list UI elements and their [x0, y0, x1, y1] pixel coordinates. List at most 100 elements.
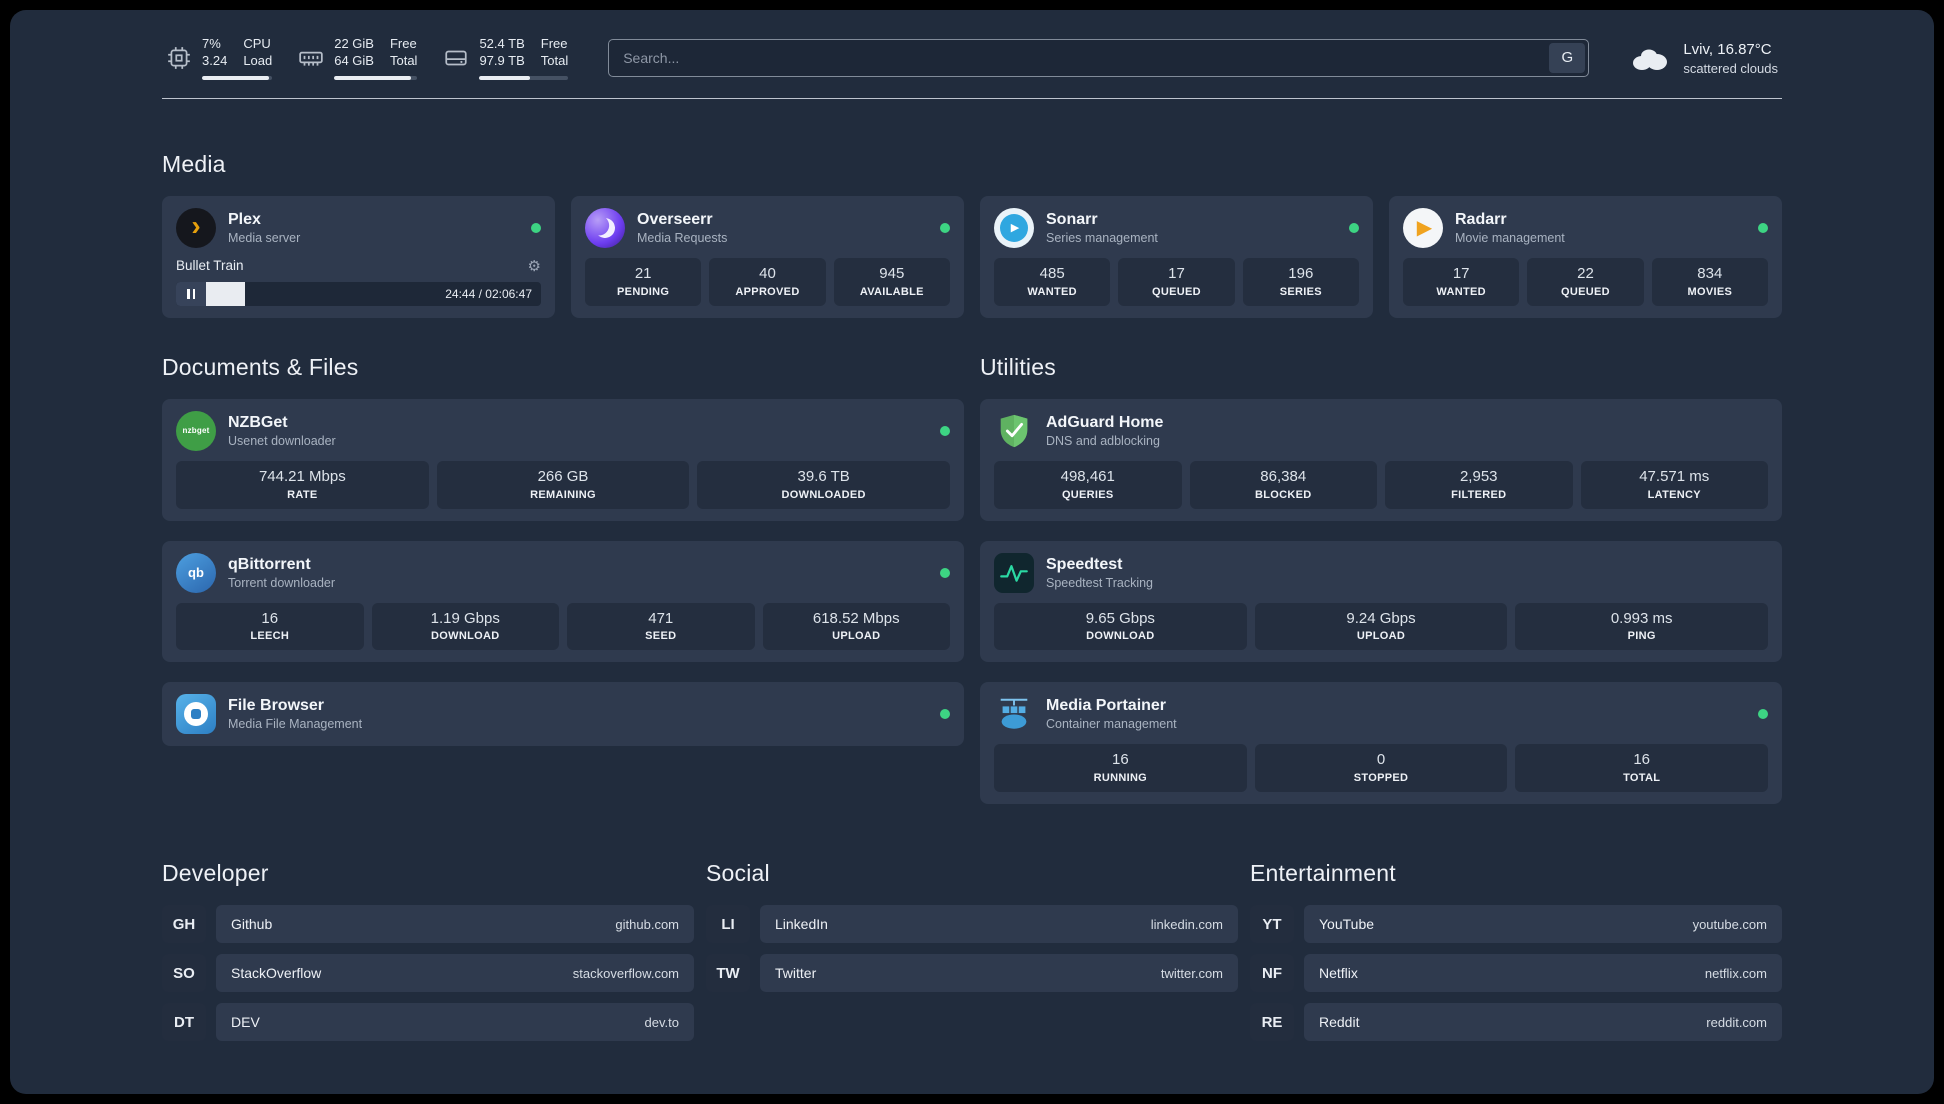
- service-card-filebrowser[interactable]: File Browser Media File Management: [162, 682, 964, 747]
- bookmark-twitter[interactable]: TW Twitter twitter.com: [706, 954, 1238, 993]
- cpu-stat: 7% 3.24 CPU Load: [166, 36, 273, 80]
- bookmark-url: twitter.com: [1160, 965, 1223, 981]
- service-card-adguard[interactable]: AdGuard Home DNS and adblocking 498,461 …: [980, 398, 1782, 521]
- service-card-nzbget[interactable]: nzbget NZBGet Usenet downloader 744.21 M…: [162, 398, 964, 521]
- bookmark-reddit[interactable]: RE Reddit reddit.com: [1250, 1003, 1782, 1042]
- bookmark-linkedin[interactable]: LI LinkedIn linkedin.com: [706, 905, 1238, 944]
- section-title-documents: Documents & Files: [162, 353, 359, 380]
- entertainment-column: Entertainment YT YouTube youtube.com NF …: [1250, 860, 1782, 1052]
- player-progress[interactable]: [206, 281, 437, 306]
- stat-box: 1.19 Gbps DOWNLOAD: [371, 602, 559, 651]
- stat-value: 16: [1111, 751, 1129, 769]
- nzbget-icon: nzbget: [176, 410, 216, 451]
- stat-box: 21 PENDING: [585, 257, 702, 306]
- pause-button[interactable]: [176, 281, 206, 306]
- cpu-progress-bar: [202, 75, 273, 80]
- plex-now-playing: Bullet Train ⚙ 24:44 / 02:06:47: [176, 257, 541, 306]
- filebrowser-icon: [176, 694, 216, 735]
- ram-icon: [299, 51, 323, 66]
- radarr-icon: ▶: [1403, 207, 1443, 248]
- stat-label: WANTED: [1436, 285, 1486, 298]
- status-dot: [531, 222, 541, 233]
- stat-label: UPLOAD: [832, 630, 881, 643]
- stat-value: 22: [1577, 264, 1594, 282]
- service-name: NZBGet: [228, 413, 288, 431]
- disk-stat: 52.4 TB 97.9 TB Free Total: [443, 36, 569, 80]
- service-card-speedtest[interactable]: Speedtest Speedtest Tracking 9.65 Gbps D…: [980, 540, 1782, 663]
- bookmark-url: netflix.com: [1704, 965, 1767, 981]
- portainer-icon: [994, 694, 1034, 734]
- stat-label: BLOCKED: [1255, 488, 1312, 501]
- service-subtitle: Media File Management: [228, 717, 363, 732]
- social-column: Social LI LinkedIn linkedin.com TW Twitt…: [706, 860, 1238, 1052]
- overseerr-icon: [585, 207, 625, 248]
- stat-label: REMAINING: [530, 488, 596, 501]
- stat-box: 17 WANTED: [1403, 257, 1520, 306]
- ram-stat: 22 GiB 64 GiB Free Total: [298, 36, 418, 80]
- service-card-qbittorrent[interactable]: qb qBittorrent Torrent downloader 16 LEE…: [162, 540, 964, 663]
- stat-box: 16 LEECH: [176, 602, 364, 651]
- bookmark-abbr: RE: [1250, 1003, 1294, 1042]
- bookmark-github[interactable]: GH Github github.com: [162, 905, 694, 944]
- service-card-radarr[interactable]: ▶ Radarr Movie management 17 WANTED 22 Q…: [1389, 195, 1782, 318]
- stat-label: UPLOAD: [1356, 630, 1406, 643]
- bookmark-name: StackOverflow: [231, 965, 322, 982]
- stat-box: 39.6 TB DOWNLOADED: [697, 460, 951, 509]
- now-playing-title: Bullet Train: [176, 258, 244, 274]
- player-time: 24:44 / 02:06:47: [445, 286, 532, 301]
- bookmark-abbr: DT: [162, 1003, 206, 1042]
- plex-icon: ›: [176, 207, 216, 248]
- stat-label: LATENCY: [1647, 488, 1701, 501]
- stat-label: DOWNLOADED: [781, 488, 866, 501]
- service-name: Speedtest: [1046, 555, 1123, 573]
- developer-column: Developer GH Github github.com SO StackO…: [162, 860, 694, 1052]
- bookmark-name: Reddit: [1319, 1014, 1360, 1031]
- stat-box: 485 WANTED: [994, 257, 1111, 306]
- weather-widget[interactable]: Lviv, 16.87°C scattered clouds: [1629, 40, 1778, 76]
- service-subtitle: Torrent downloader: [228, 575, 336, 590]
- documents-column: Documents & Files nzbget NZBGet Usenet d…: [162, 354, 964, 804]
- bookmark-youtube[interactable]: YT YouTube youtube.com: [1250, 905, 1782, 944]
- weather-condition: scattered clouds: [1683, 60, 1778, 76]
- bookmark-name: Netflix: [1319, 965, 1358, 982]
- section-title-developer: Developer: [162, 860, 269, 887]
- stat-value: 0.993 ms: [1610, 609, 1673, 627]
- stat-box: 945 AVAILABLE: [833, 257, 950, 306]
- stat-label: LEECH: [250, 630, 290, 643]
- service-card-overseerr[interactable]: Overseerr Media Requests 21 PENDING 40 A…: [571, 195, 964, 318]
- status-dot: [1758, 222, 1768, 233]
- status-dot: [940, 567, 950, 578]
- stat-label: SERIES: [1279, 285, 1322, 298]
- section-title-utilities: Utilities: [980, 353, 1056, 380]
- stat-value: 744.21 Mbps: [258, 467, 346, 485]
- stat-value: 16: [1633, 751, 1651, 769]
- service-card-plex[interactable]: › Plex Media server Bullet Train ⚙ 2: [162, 195, 555, 318]
- gear-icon[interactable]: ⚙: [527, 257, 541, 275]
- search-engine-button[interactable]: G: [1549, 42, 1586, 73]
- section-title-social: Social: [706, 860, 770, 887]
- bookmark-dev[interactable]: DT DEV dev.to: [162, 1003, 694, 1042]
- stat-value: 40: [759, 264, 776, 282]
- stat-box: 16 RUNNING: [994, 744, 1247, 793]
- stat-value: 618.52 Mbps: [812, 609, 900, 627]
- stat-label: QUERIES: [1061, 488, 1114, 501]
- stat-value: 17: [1168, 264, 1185, 282]
- stat-value: 945: [879, 264, 905, 282]
- search-input[interactable]: [609, 39, 1547, 76]
- bookmark-netflix[interactable]: NF Netflix netflix.com: [1250, 954, 1782, 993]
- weather-location: Lviv, 16.87°C: [1683, 41, 1772, 59]
- stat-value: 266 GB: [537, 467, 589, 485]
- service-name: File Browser: [228, 697, 325, 715]
- service-subtitle: Container management: [1046, 717, 1177, 732]
- service-card-sonarr[interactable]: ▶ Sonarr Series management 485 WANTED 17…: [980, 195, 1373, 318]
- service-card-portainer[interactable]: Media Portainer Container management 16 …: [980, 682, 1782, 805]
- stat-label: TOTAL: [1623, 772, 1661, 785]
- stat-label: MOVIES: [1687, 285, 1733, 298]
- stat-box: 834 MOVIES: [1651, 257, 1768, 306]
- cpu-labels: CPU Load: [243, 36, 273, 68]
- service-subtitle: Speedtest Tracking: [1046, 575, 1154, 590]
- service-name: Media Portainer: [1046, 697, 1167, 715]
- bookmark-stackoverflow[interactable]: SO StackOverflow stackoverflow.com: [162, 954, 694, 993]
- section-title-entertainment: Entertainment: [1250, 860, 1396, 887]
- stat-label: STOPPED: [1353, 772, 1409, 785]
